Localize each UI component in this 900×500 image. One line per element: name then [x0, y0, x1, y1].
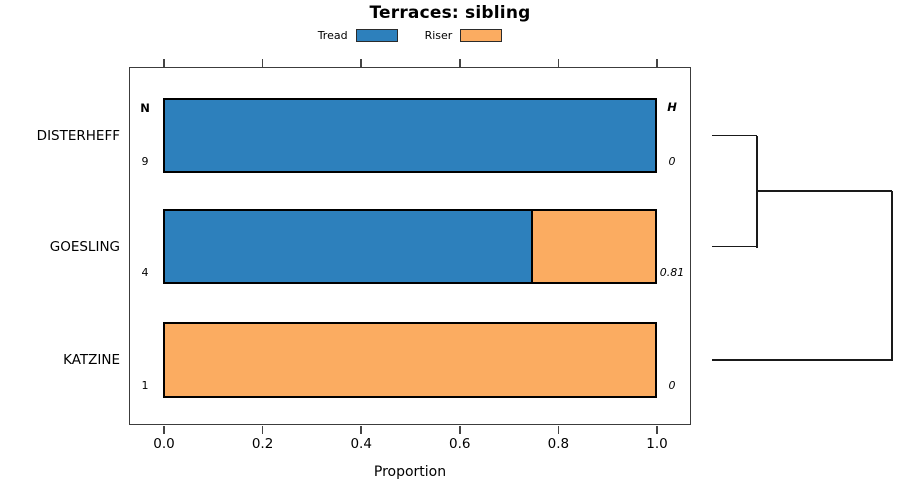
- x-tick-label: 1.0: [646, 436, 668, 452]
- h-value-label: 0: [668, 155, 676, 168]
- row-label: DISTERHEFF: [36, 127, 120, 144]
- legend: Tread Riser: [129, 26, 691, 44]
- dendrogram-segment: [891, 191, 893, 361]
- x-tick-top: [261, 59, 264, 67]
- x-axis-title: Proportion: [373, 464, 447, 480]
- dendrogram-segment: [712, 134, 757, 137]
- legend-entry-tread: Tread: [317, 28, 398, 42]
- count-label: 4: [141, 266, 149, 279]
- x-tick-label: 0.2: [251, 436, 274, 452]
- x-tick-label: 0.4: [350, 436, 372, 452]
- plot-area-frame: [129, 67, 691, 425]
- row-label: KATZINE: [63, 352, 120, 368]
- column-header-h: H: [667, 100, 677, 114]
- bar: [163, 98, 657, 173]
- x-tick-bottom: [360, 426, 362, 434]
- legend-swatch-riser: [460, 28, 503, 42]
- dendrogram-segment: [712, 359, 892, 361]
- x-tick-label: 0.0: [153, 436, 175, 452]
- legend-swatch-tread: [355, 28, 398, 42]
- column-header-n: N: [140, 101, 150, 115]
- x-tick-top: [459, 59, 461, 67]
- x-tick-bottom: [557, 426, 560, 434]
- x-tick-label: 0.8: [547, 436, 570, 452]
- bar: [163, 322, 657, 398]
- count-label: 9: [141, 155, 149, 168]
- bar-segment-tread: [165, 100, 655, 171]
- dendrogram-segment: [712, 245, 757, 248]
- row-label: GOESLING: [49, 238, 120, 255]
- bar-segment-tread: [165, 211, 533, 282]
- x-tick-top: [557, 59, 560, 67]
- count-label: 1: [141, 379, 149, 392]
- legend-label-riser: Riser: [424, 28, 453, 42]
- x-tick-bottom: [656, 426, 658, 434]
- chart-title: Terraces: sibling: [369, 3, 531, 23]
- legend-entry-riser: Riser: [424, 28, 503, 42]
- h-value-label: 0: [668, 379, 676, 392]
- h-value-label: 0.81: [659, 266, 685, 279]
- x-tick-bottom: [459, 426, 461, 434]
- x-tick-bottom: [163, 426, 165, 434]
- x-tick-top: [656, 59, 658, 67]
- legend-label-tread: Tread: [317, 28, 348, 42]
- x-tick-bottom: [261, 426, 264, 434]
- dendrogram-segment: [757, 190, 892, 192]
- x-tick-label: 0.6: [449, 436, 471, 452]
- x-tick-top: [360, 59, 362, 67]
- x-tick-top: [163, 59, 165, 67]
- bar: [163, 209, 657, 284]
